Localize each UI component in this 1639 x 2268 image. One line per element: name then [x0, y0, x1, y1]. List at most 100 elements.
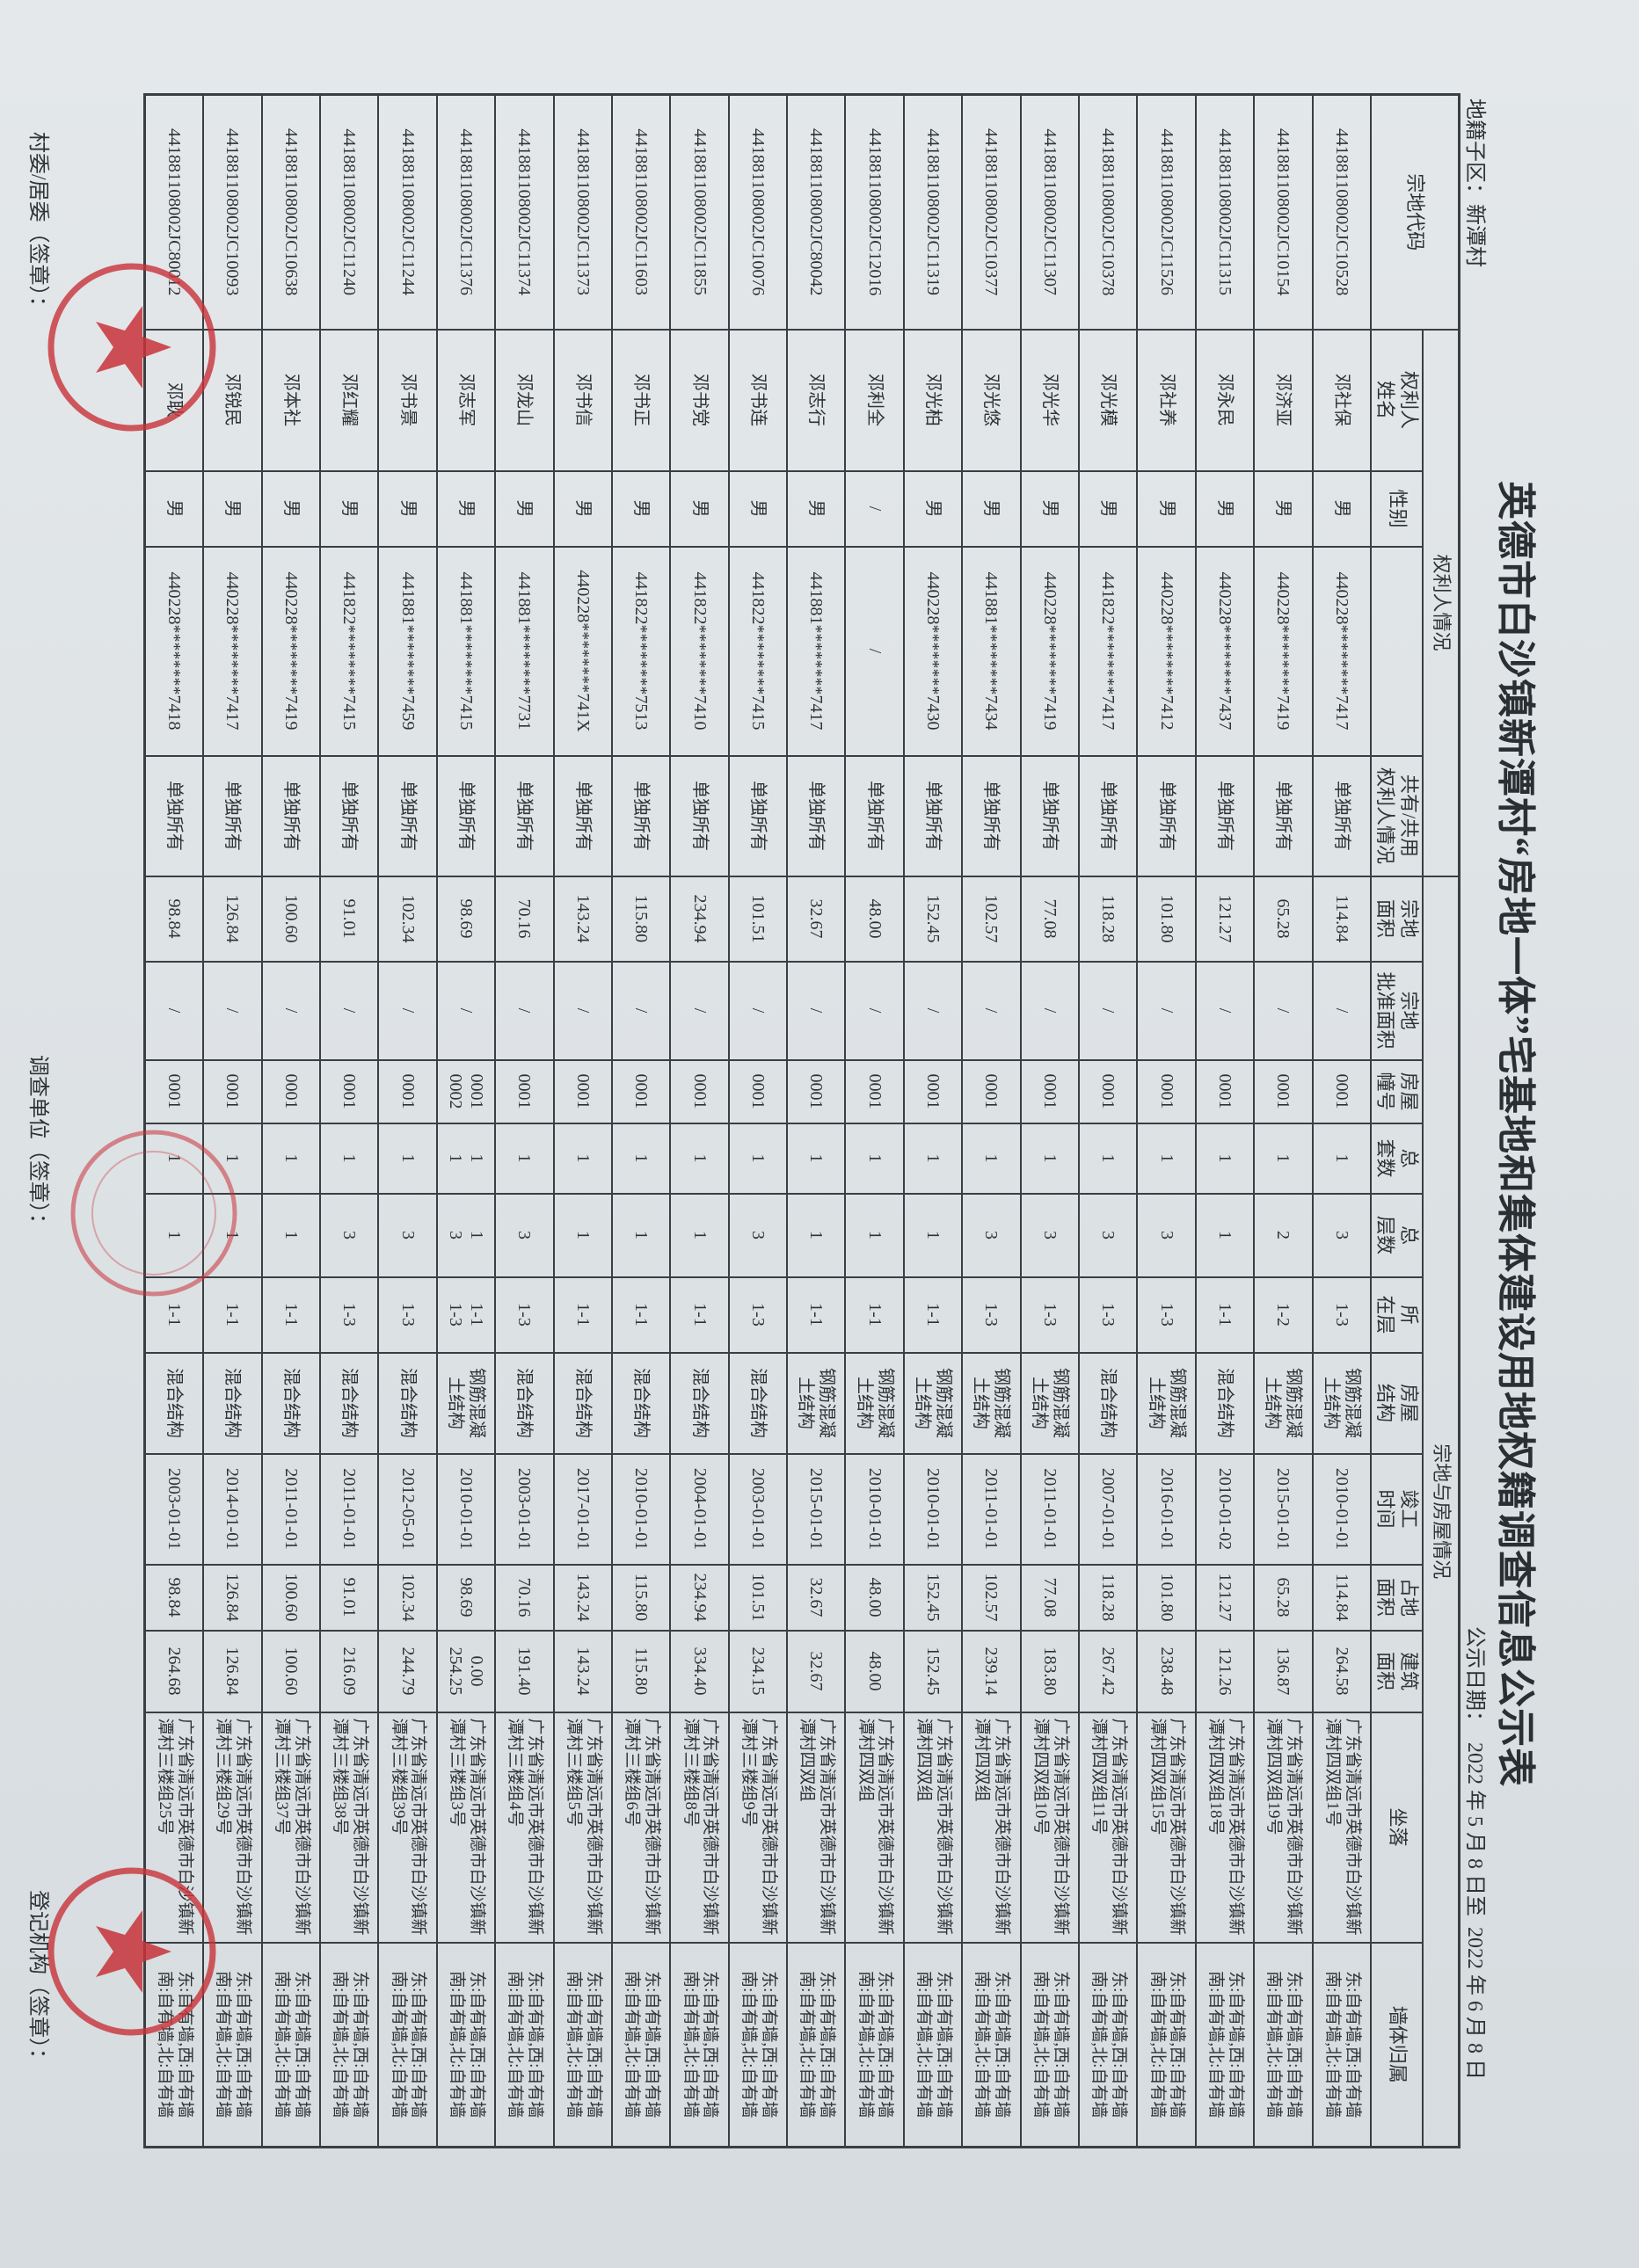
cell-sex: 男 [1254, 470, 1313, 547]
cell-land-area: 115.80 [611, 876, 671, 962]
cell-located-floor: 1-1 [261, 1276, 320, 1353]
cell-land-area: 101.80 [1137, 876, 1196, 962]
cell-approved-area: / [845, 961, 904, 1060]
cell-footprint: 102.57 [962, 1564, 1021, 1631]
cell-ownership: 单独所有 [144, 755, 204, 876]
cell-address: 广东省清远市英德市白沙镇新潭村三楼组6号 [611, 1712, 671, 1943]
cadastral-subdistrict: 地籍子区：新潭村 [1463, 98, 1486, 267]
table-row: 441881108002JC11319 邓光柏男 440228********743… [903, 94, 963, 2148]
cell-parcel-code: 441881108002JC11373 [553, 94, 612, 330]
cell-house-no: 0001 [1020, 1059, 1080, 1123]
cell-name: 邓耿 [144, 329, 204, 471]
cell-address: 广东省清远市英德市白沙镇新潭村四双组 [845, 1712, 904, 1943]
cell-located-floor: 1-2 [1254, 1276, 1313, 1353]
cell-building-area: 115.80 [611, 1630, 671, 1712]
cell-structure: 钢筋混凝 土结构 [962, 1352, 1021, 1454]
cell-completion: 2003-01-01 [495, 1453, 554, 1565]
cell-sets: 1 [1137, 1123, 1196, 1194]
cell-building-area: 136.87 [1254, 1630, 1313, 1712]
header-footprint: 占地 面积 [1371, 1564, 1423, 1631]
cell-parcel-code: 441881108002JC12016 [845, 94, 904, 330]
cell-footprint: 65.28 [1254, 1564, 1313, 1631]
cell-id: 440228********7430 [903, 546, 963, 756]
cell-sex: 男 [495, 470, 554, 547]
header-sex: 性别 [1371, 470, 1423, 547]
cell-completion: 2012-05-01 [378, 1453, 437, 1565]
cell-floors: 1 [203, 1193, 262, 1277]
cell-footprint: 143.24 [553, 1564, 612, 1631]
cell-name: 邓红耀 [319, 329, 379, 471]
cell-land-area: 77.08 [1020, 876, 1080, 962]
table-row: 441881108002JC11240 邓红耀男 441822********741… [319, 94, 379, 2148]
survey-table: 宗地代码 权利人情况 宗地与房屋情况 权利人 姓名 性别 共有/共用 权利人情况 宗地… [142, 93, 1461, 2149]
cell-house-no: 0001 [1254, 1059, 1313, 1123]
cell-building-area: 48.00 [845, 1630, 904, 1712]
cell-wall: 东:自有墙,西:自有墙 南:自有墙,北:自有墙 [1137, 1942, 1196, 2148]
cell-sex: 男 [1195, 470, 1255, 547]
cell-address: 广东省清远市英德市白沙镇新潭村三楼组5号 [553, 1712, 612, 1943]
cell-located-floor: 1-1 [144, 1276, 204, 1353]
cell-completion: 2014-01-01 [203, 1453, 262, 1565]
cell-structure: 钢筋混凝 土结构 [1254, 1352, 1313, 1454]
cell-structure: 钢筋混凝 土结构 [845, 1352, 904, 1454]
cell-sets: 1 [845, 1123, 904, 1194]
table-row: 441881108002JC11526 邓社养男 440228********741… [1137, 94, 1196, 2148]
cell-wall: 东:自有墙,西:自有墙 南:自有墙,北:自有墙 [787, 1942, 846, 2148]
cell-building-area: 143.24 [553, 1630, 612, 1712]
cell-land-area: 101.51 [728, 876, 788, 962]
cell-address: 广东省清远市英德市白沙镇新潭村四双组 [787, 1712, 846, 1943]
cell-house-no: 0001 [144, 1059, 204, 1123]
cell-building-area: 334.40 [670, 1630, 729, 1712]
cell-building-area: 264.68 [144, 1630, 204, 1712]
cell-wall: 东:自有墙,西:自有墙 南:自有墙,北:自有墙 [845, 1942, 904, 2148]
cell-located-floor: 1-3 [1020, 1276, 1080, 1353]
cell-sets: 1 [144, 1123, 204, 1194]
cell-completion: 2016-01-01 [1137, 1453, 1196, 1565]
cell-land-area: 98.69 [436, 876, 496, 962]
cell-approved-area: / [1079, 961, 1138, 1060]
cell-floors: 1 [903, 1193, 963, 1277]
cell-land-area: 102.34 [378, 876, 437, 962]
cell-parcel-code: 441881108002JC10093 [203, 94, 262, 330]
cell-sex: 男 [1312, 470, 1371, 547]
cell-approved-area: / [144, 961, 204, 1060]
cell-sex: 男 [728, 470, 788, 547]
cell-address: 广东省清远市英德市白沙镇新潭村三楼组3号 [436, 1712, 496, 1943]
cell-land-area: 118.28 [1079, 876, 1138, 962]
cell-structure: 混合结构 [728, 1352, 788, 1454]
cell-land-area: 234.94 [670, 876, 729, 962]
cell-ownership: 单独所有 [670, 755, 729, 876]
cell-wall: 东:自有墙,西:自有墙 南:自有墙,北:自有墙 [495, 1942, 554, 2148]
header-approved-area: 宗地 批准面积 [1371, 961, 1423, 1060]
cell-sets: 1 [1020, 1123, 1080, 1194]
table-row: 441881108002JC10093 邓锐民男 440228********741… [203, 94, 262, 2148]
cell-id: 440228********7417 [1312, 546, 1371, 756]
cell-wall: 东:自有墙,西:自有墙 南:自有墙,北:自有墙 [319, 1942, 379, 2148]
cell-id: 441881********7417 [787, 546, 846, 756]
cell-structure: 混合结构 [378, 1352, 437, 1454]
cell-approved-area: / [553, 961, 612, 1060]
cell-approved-area: / [495, 961, 554, 1060]
cell-address: 广东省清远市英德市白沙镇新潭村三楼组8号 [670, 1712, 729, 1943]
cell-address: 广东省清远市英德市白沙镇新潭村三楼组37号 [261, 1712, 320, 1943]
cell-floors: 1 [144, 1193, 204, 1277]
registration-agency-signature: 登记机构（签章）： [26, 1890, 49, 2069]
cell-wall: 东:自有墙,西:自有墙 南:自有墙,北:自有墙 [1020, 1942, 1080, 2148]
cell-id: 440228********7417 [203, 546, 262, 756]
header-id [1371, 546, 1423, 756]
cell-ownership: 单独所有 [1020, 755, 1080, 876]
cell-sets: 1 1 [436, 1123, 496, 1194]
cell-footprint: 121.27 [1195, 1564, 1255, 1631]
cell-located-floor: 1-1 [553, 1276, 612, 1353]
cell-wall: 东:自有墙,西:自有墙 南:自有墙,北:自有墙 [1254, 1942, 1313, 2148]
cell-sets: 1 [787, 1123, 846, 1194]
cell-name: 邓志行 [787, 329, 846, 471]
cell-house-no: 0001 [1079, 1059, 1138, 1123]
cell-wall: 东:自有墙,西:自有墙 南:自有墙,北:自有墙 [728, 1942, 788, 2148]
table-row: 441881108002JC11374 邓龙山男 441881********773… [495, 94, 554, 2148]
header-structure: 房屋 结构 [1371, 1352, 1423, 1454]
cell-id: 440228********7437 [1195, 546, 1255, 756]
cell-sex: 男 [1079, 470, 1138, 547]
cell-located-floor: 1-1 1-3 [436, 1276, 496, 1353]
cell-name: 邓书党 [670, 329, 729, 471]
